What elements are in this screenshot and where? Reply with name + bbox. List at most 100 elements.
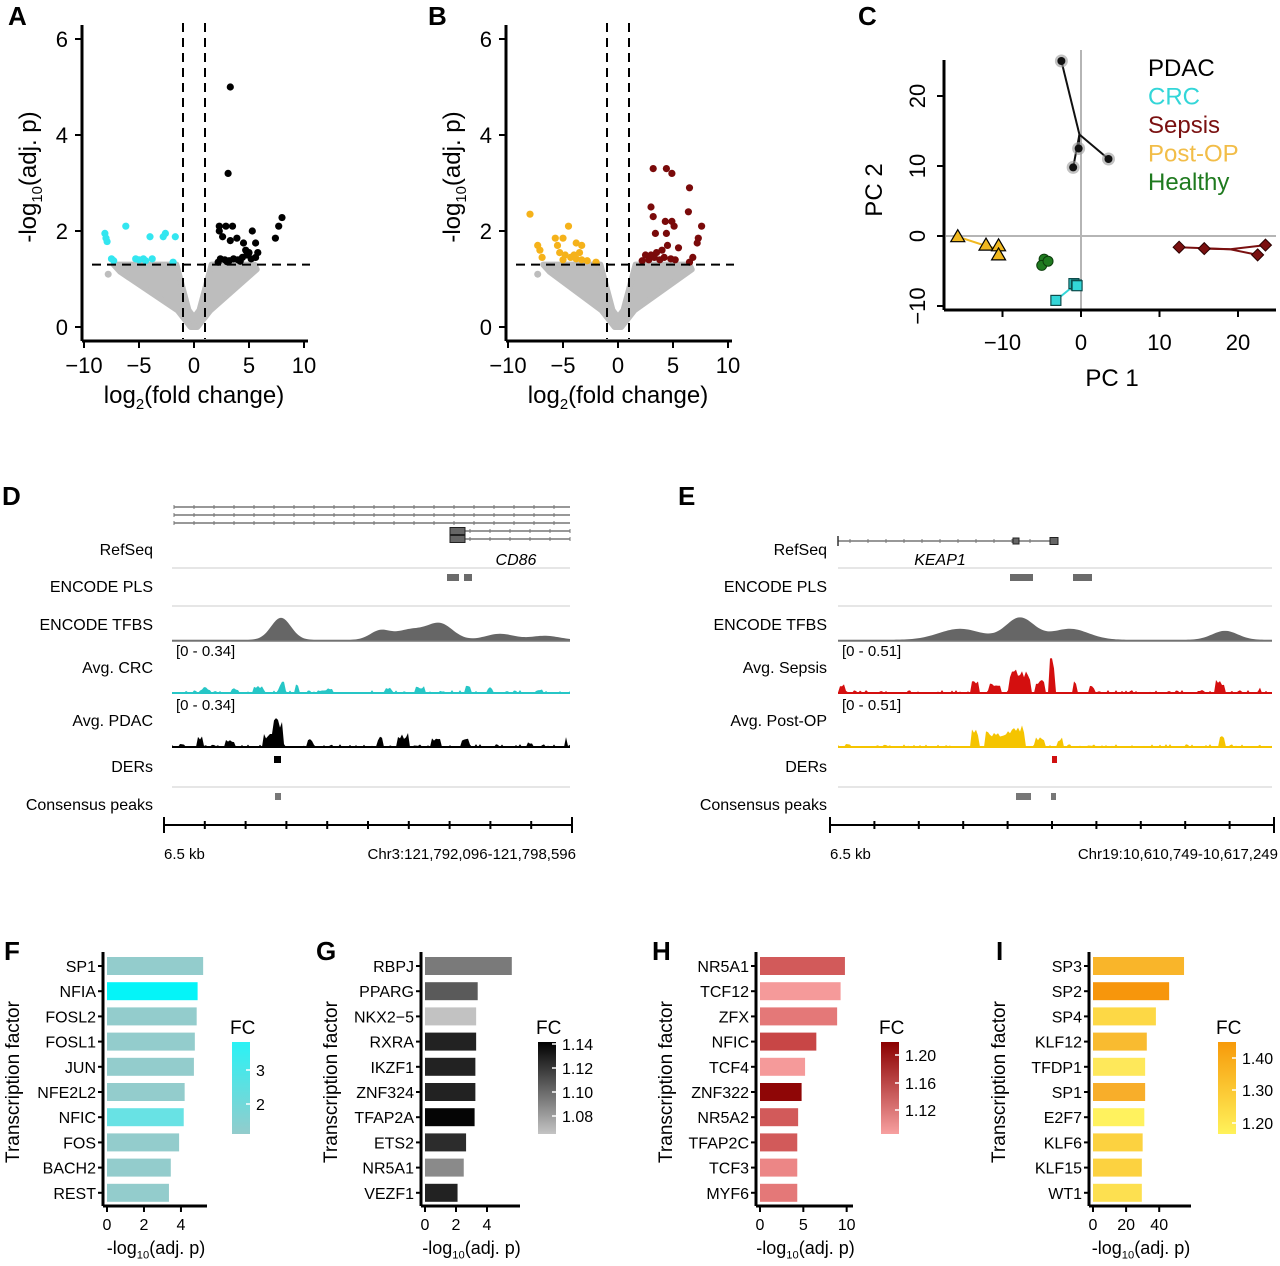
x-tick-label: 20: [1226, 330, 1250, 355]
pca-point: [1042, 255, 1054, 267]
consensus-peak: [1051, 793, 1056, 800]
category-label: SP1: [1052, 1085, 1082, 1102]
panel-label-c: C: [858, 1, 877, 31]
color-scale-bar: [538, 1042, 556, 1134]
down-regulated-point: [146, 233, 154, 241]
pca-point: [990, 246, 1007, 261]
x-tick-label: 20: [1117, 1217, 1135, 1234]
up-regulated-point: [226, 83, 234, 91]
x-axis-title: -log10(adj. p): [107, 1238, 205, 1262]
category-label: PPARG: [359, 984, 414, 1001]
bar-tfap2c: [760, 1133, 798, 1152]
x-tick-label: −5: [550, 353, 575, 378]
bar-tcf3: [760, 1158, 798, 1177]
bar-nfia: [107, 982, 198, 1001]
exon-block: [449, 535, 466, 543]
tf-enrichment-bar-crc: SP1 NFIA FOSL2 FOSL1 JUN NFE2L2 NFIC FOS BACH2 RE…: [3, 952, 265, 1262]
down-regulated-point: [159, 233, 167, 241]
up-regulated-point: [650, 253, 658, 261]
up-regulated-point: [239, 239, 248, 247]
legend-tick-label: 1.20: [1242, 1116, 1273, 1133]
category-label: REST: [53, 1186, 96, 1203]
y-tick-label: 0: [905, 230, 930, 242]
bar-klf15: [1093, 1158, 1142, 1177]
bar-nfe2l2: [107, 1083, 185, 1101]
category-label: TCF3: [709, 1161, 749, 1178]
x-tick-label: 0: [612, 353, 624, 378]
encode-tfbs-signal: [838, 617, 1272, 641]
up-regulated-point: [224, 169, 232, 177]
up-regulated-point: [649, 165, 657, 173]
x-tick-label: −10: [984, 330, 1021, 355]
legend-tick-label: 1.14: [562, 1037, 593, 1054]
pca-point: [1071, 280, 1083, 292]
legend-title: FC: [230, 1018, 255, 1039]
category-label: TCF12: [700, 984, 749, 1001]
x-tick-label: 10: [716, 353, 740, 378]
series-sepsis: [1172, 238, 1273, 262]
pca-point: [977, 236, 995, 251]
up-regulated-point: [651, 229, 660, 237]
category-label: RXRA: [370, 1035, 415, 1052]
legend-entry-pdac: PDAC: [1148, 55, 1215, 82]
down-regulated-point: [538, 253, 546, 261]
x-tick-label: 5: [799, 1217, 808, 1234]
volcano-plot-sepsis-vs-postop: 0 2 4 6 −10 −5 0 5 10 log2(fold change) -log10(adj…: [439, 23, 740, 413]
up-regulated-point: [236, 257, 244, 265]
down-regulated-point: [578, 256, 586, 264]
category-label: ZNF324: [356, 1085, 414, 1102]
panel-label-f: F: [4, 936, 20, 966]
exon-block: [1049, 537, 1059, 545]
y-axis-title: Transcription factor: [989, 1000, 1010, 1163]
bar-nr5a1: [425, 1158, 464, 1177]
y-tick-label: 6: [480, 27, 492, 52]
up-regulated-point: [215, 227, 223, 235]
bar-rbpj: [425, 957, 512, 975]
tf-enrichment-bar-postop: SP3 SP2 SP4 KLF12 TFDP1 SP1 E2F7 KLF6 KLF15 WT1 0 2…: [989, 952, 1273, 1262]
up-regulated-point: [278, 213, 286, 222]
down-regulated-point: [110, 257, 118, 265]
ns-point-cloud: [540, 261, 695, 330]
category-label: FOSL2: [45, 1009, 96, 1026]
track-label: RefSeq: [100, 542, 153, 559]
up-regulated-point: [254, 249, 262, 257]
pca-point: [1050, 294, 1062, 306]
panel-label-i: I: [996, 936, 1003, 966]
volcano-plot-crc-vs-pdac: 0 2 4 6 −10 −5 0 5 10 log2(fold change) -log10(adj…: [15, 23, 316, 413]
exon-block: [449, 527, 466, 535]
panel-label-b: B: [428, 1, 447, 31]
legend-tick-label: 1.16: [905, 1076, 936, 1093]
x-axis-title: -log10(adj. p): [1092, 1238, 1190, 1262]
legend-entry-healthy: Healthy: [1148, 169, 1229, 196]
panel-label-a: A: [8, 1, 27, 31]
up-regulated-point: [670, 222, 678, 230]
up-regulated-point: [223, 258, 231, 266]
up-regulated-point: [248, 227, 256, 235]
y-tick-label: −10: [905, 287, 930, 324]
up-regulated-point: [698, 222, 706, 230]
category-label: TFAP2A: [354, 1110, 414, 1127]
gene-name: CD86: [496, 552, 537, 569]
x-axis-title: log2(fold change): [528, 382, 708, 413]
panel-label-d: D: [2, 481, 21, 511]
panel-label-h: H: [652, 936, 671, 966]
panel-label-g: G: [316, 936, 336, 966]
bar-klf6: [1093, 1133, 1143, 1152]
category-label: NFIC: [712, 1035, 749, 1052]
category-label: SP2: [1052, 984, 1082, 1001]
category-label: NFIC: [59, 1110, 96, 1127]
bar-sp1: [1093, 1083, 1146, 1101]
signal-avg-sepsis: [838, 658, 1272, 693]
up-regulated-point: [647, 203, 655, 211]
up-regulated-point: [271, 234, 279, 242]
category-label: KLF12: [1035, 1035, 1082, 1052]
category-label: ZNF322: [691, 1085, 749, 1102]
up-regulated-point: [668, 169, 676, 177]
y-tick-label: 10: [905, 154, 930, 178]
x-tick-label: 5: [667, 353, 679, 378]
color-scale-bar: [1218, 1042, 1236, 1134]
pca-point: [1104, 155, 1113, 163]
bar-nfic: [760, 1032, 817, 1051]
up-regulated-point: [649, 213, 657, 221]
locus-coordinates: Chr3:121,792,096-121,798,596: [367, 846, 576, 863]
